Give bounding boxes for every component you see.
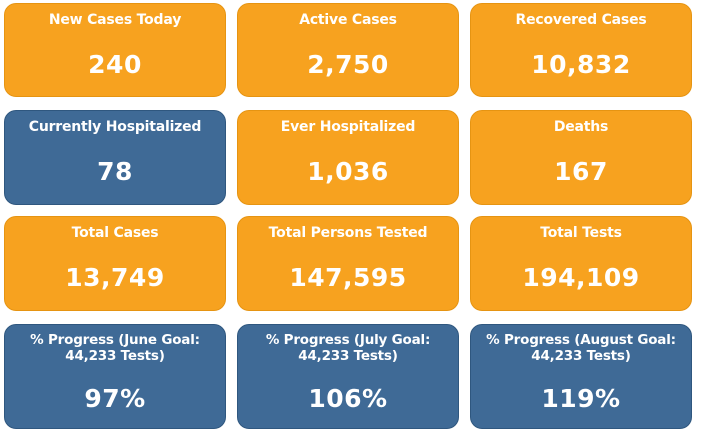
kpi-label: New Cases Today [48, 12, 182, 28]
kpi-label: % Progress (August Goal: 44,233 Tests) [486, 332, 676, 364]
kpi-value: 2,750 [307, 50, 389, 79]
kpi-label: Total Cases [71, 225, 159, 241]
kpi-value: 106% [308, 384, 388, 413]
kpi-card-new-cases-today: New Cases Today 240 [4, 3, 226, 97]
kpi-value: 240 [88, 50, 142, 79]
kpi-label: Ever Hospitalized [280, 119, 416, 135]
kpi-label: % Progress (July Goal: 44,233 Tests) [265, 332, 431, 364]
kpi-card-currently-hospitalized: Currently Hospitalized 78 [4, 110, 226, 205]
kpi-value: 194,109 [522, 263, 640, 292]
kpi-card-ever-hospitalized: Ever Hospitalized 1,036 [237, 110, 459, 205]
kpi-label: Deaths [553, 119, 609, 135]
kpi-value: 167 [554, 157, 608, 186]
kpi-value: 1,036 [307, 157, 389, 186]
kpi-value: 147,595 [289, 263, 407, 292]
kpi-label: Total Persons Tested [268, 225, 428, 241]
kpi-label: Total Tests [540, 225, 622, 241]
kpi-label: Recovered Cases [515, 12, 647, 28]
kpi-card-deaths: Deaths 167 [470, 110, 692, 205]
kpi-card-total-cases: Total Cases 13,749 [4, 216, 226, 311]
kpi-card-total-tests: Total Tests 194,109 [470, 216, 692, 311]
kpi-card-total-persons-tested: Total Persons Tested 147,595 [237, 216, 459, 311]
kpi-card-recovered-cases: Recovered Cases 10,832 [470, 3, 692, 97]
kpi-value: 10,832 [531, 50, 631, 79]
kpi-value: 97% [84, 384, 146, 413]
kpi-value: 119% [541, 384, 621, 413]
kpi-value: 78 [97, 157, 133, 186]
kpi-card-august-goal-progress: % Progress (August Goal: 44,233 Tests) 1… [470, 324, 692, 429]
kpi-label: Active Cases [299, 12, 397, 28]
kpi-value: 13,749 [65, 263, 165, 292]
kpi-label: Currently Hospitalized [28, 119, 202, 135]
kpi-card-july-goal-progress: % Progress (July Goal: 44,233 Tests) 106… [237, 324, 459, 429]
kpi-card-active-cases: Active Cases 2,750 [237, 3, 459, 97]
kpi-card-june-goal-progress: % Progress (June Goal: 44,233 Tests) 97% [4, 324, 226, 429]
kpi-label: % Progress (June Goal: 44,233 Tests) [30, 332, 200, 364]
